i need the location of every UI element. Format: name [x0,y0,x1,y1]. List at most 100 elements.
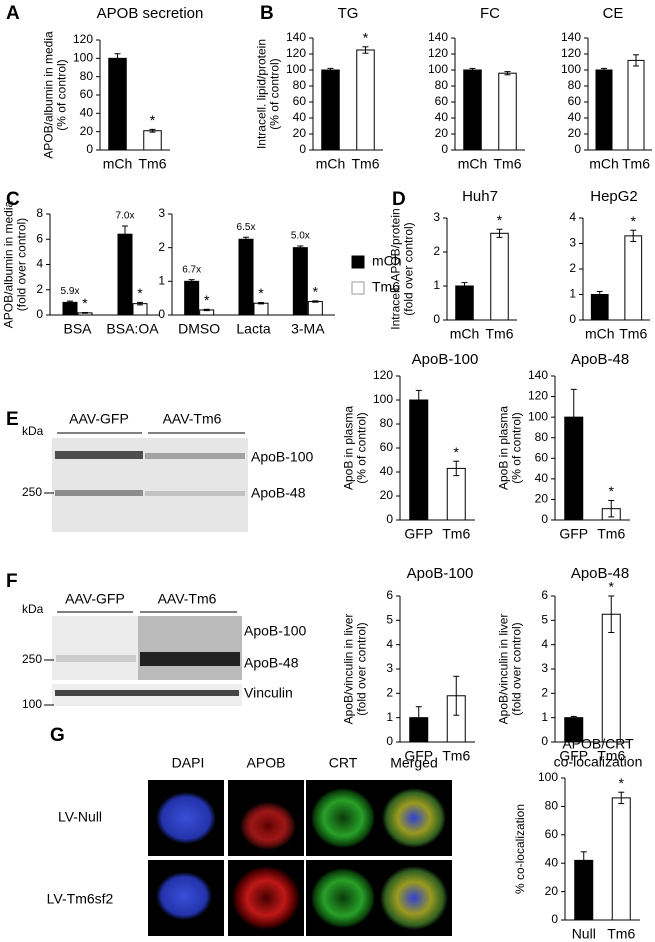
bar [321,69,340,151]
y-tick-label: 2 [158,240,165,254]
y-axis-label: (fold over control) [510,622,524,715]
chart-title: ApoB-100 [412,351,479,368]
y-tick-label: 2 [36,282,43,296]
y-tick-label: 0 [386,512,393,526]
blot-band [55,490,143,496]
column-header: APOB [247,755,286,771]
x-tick-label: Tm6 [442,748,470,764]
lane-label: AAV-GFP [69,411,129,427]
y-tick-label: 0 [541,734,548,748]
bar [62,301,78,316]
legend-label: mCh [372,253,402,269]
y-tick-label: 120 [428,46,448,60]
bar [624,235,643,321]
panel-label: A [6,3,20,24]
x-tick-label: mCh [458,156,488,172]
x-tick-label: BSA [63,321,92,337]
y-tick-label: 5 [386,613,393,627]
cell [380,866,448,930]
marker-label: 250 [22,485,42,499]
y-axis-label: (% of control) [268,58,282,129]
nucleus [156,872,212,920]
y-tick-label: 60 [293,94,307,108]
bar [253,302,269,316]
chart-title: FC [480,5,500,22]
y-axis-label: Intracell. lipid/protein [255,39,269,149]
y-tick-label: 20 [568,126,582,140]
y-axis-label: (% of control) [355,412,369,483]
y-tick-label: 120 [373,368,393,382]
panel-label: F [6,571,18,592]
y-axis-label: (% of control) [55,59,69,130]
x-tick-label: Null [572,926,596,942]
y-tick-label: 60 [380,440,394,454]
y-tick-label: 80 [568,78,582,92]
chart-title: CE [603,5,624,22]
y-tick-label: 2 [433,244,440,258]
chart-title: ApoB-48 [571,565,629,582]
y-tick-label: 20 [545,884,559,898]
panel-label: B [260,3,274,24]
y-tick-label: 100 [428,62,448,76]
chart-title: Huh7 [462,188,498,205]
fold-label: 5.0x [291,231,310,242]
y-tick-label: 1 [541,710,548,724]
cell [232,866,300,930]
cell [240,802,296,850]
y-tick-label: 3 [569,236,576,250]
bar [490,232,509,321]
nucleus [156,792,216,844]
y-tick-label: 0 [433,312,440,326]
column-header: CRT [329,755,358,771]
y-tick-label: 5 [541,613,548,627]
marker-label: 250 [22,652,42,666]
lane-label: AAV-Tm6 [163,411,222,427]
x-tick-label: Tm6 [597,748,625,764]
y-tick-label: 60 [545,827,559,841]
y-axis-label: ApoB in plasma [342,406,356,490]
blot-band [55,451,143,459]
significance: * [454,444,460,460]
x-tick-label: mCh [316,156,346,172]
x-tick-label: mCh [450,326,480,342]
y-tick-label: 120 [286,46,306,60]
y-tick-label: 60 [435,94,449,108]
x-tick-label: Tm6 [442,526,470,542]
blot-band [145,491,245,496]
blot-e: kDa AAV-GFP AAV-Tm6 250 ApoB-100 ApoB-48 [22,411,313,532]
marker-label: 100 [22,697,42,711]
chart-title: co-localization [554,754,643,770]
bar [238,238,254,316]
y-axis-label: Intracell. APOB/protein [389,208,403,329]
x-tick-label: GFP [559,748,588,764]
y-tick-label: 40 [80,106,94,120]
blot-band [145,453,245,459]
bar [498,72,517,151]
y-tick-label: 100 [528,409,548,423]
bar [117,233,133,316]
legend-label: Tm6 [372,279,400,295]
legend-swatch [351,255,365,269]
chart-title: APOB/CRT [562,736,634,752]
y-tick-label: 4 [569,210,576,224]
band-label: Vinculin [244,685,293,701]
blot-band [55,690,239,696]
x-tick-label: GFP [404,526,433,542]
column-header: DAPI [172,755,205,771]
x-tick-label: mCh [585,326,615,342]
x-tick-label: Tm6 [607,926,635,942]
y-tick-label: 80 [545,799,559,813]
y-tick-label: 140 [286,30,306,44]
legend-swatch [351,281,365,295]
lane-label: AAV-Tm6 [158,591,217,607]
y-tick-label: 40 [293,110,307,124]
y-tick-label: 100 [286,62,306,76]
y-tick-label: 4 [541,637,548,651]
y-tick-label: 6 [36,231,43,245]
y-tick-label: 100 [373,392,393,406]
y-tick-label: 140 [561,30,581,44]
significance: * [258,285,264,301]
bar [611,797,631,921]
y-tick-label: 3 [158,206,165,220]
column-header: Merged [390,755,437,771]
